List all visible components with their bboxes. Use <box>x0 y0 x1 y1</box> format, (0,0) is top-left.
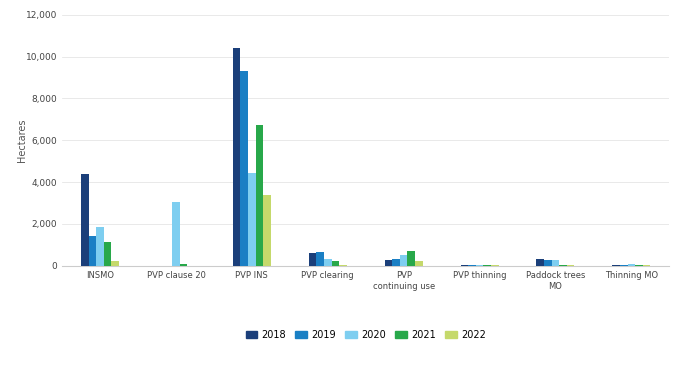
Bar <box>88 237 96 266</box>
Bar <box>248 173 255 266</box>
Legend: 2018, 2019, 2020, 2021, 2022: 2018, 2019, 2020, 2021, 2022 <box>241 326 490 344</box>
Bar <box>407 251 415 266</box>
Bar <box>392 259 400 266</box>
Bar <box>620 265 627 266</box>
Bar <box>255 124 264 266</box>
Bar <box>172 202 179 266</box>
Bar <box>81 174 88 266</box>
Y-axis label: Hectares: Hectares <box>17 118 27 162</box>
Bar <box>566 265 574 266</box>
Bar <box>559 265 566 266</box>
Bar <box>476 265 483 266</box>
Bar <box>415 262 422 266</box>
Bar <box>460 265 468 266</box>
Bar <box>316 252 324 266</box>
Bar <box>628 264 635 266</box>
Bar <box>635 265 642 266</box>
Bar <box>612 265 620 266</box>
Bar <box>179 263 187 266</box>
Bar <box>308 253 316 266</box>
Bar <box>483 265 491 266</box>
Bar <box>96 227 104 266</box>
Bar <box>331 262 339 266</box>
Bar <box>642 265 650 266</box>
Bar <box>385 260 392 266</box>
Bar <box>264 194 271 266</box>
Bar <box>324 259 332 266</box>
Bar <box>536 259 544 266</box>
Bar <box>400 255 407 266</box>
Bar <box>544 260 551 266</box>
Bar <box>111 262 119 266</box>
Bar <box>552 261 559 266</box>
Bar <box>104 242 111 266</box>
Bar <box>468 265 475 266</box>
Bar <box>233 48 240 266</box>
Bar <box>339 265 347 266</box>
Bar <box>240 71 248 266</box>
